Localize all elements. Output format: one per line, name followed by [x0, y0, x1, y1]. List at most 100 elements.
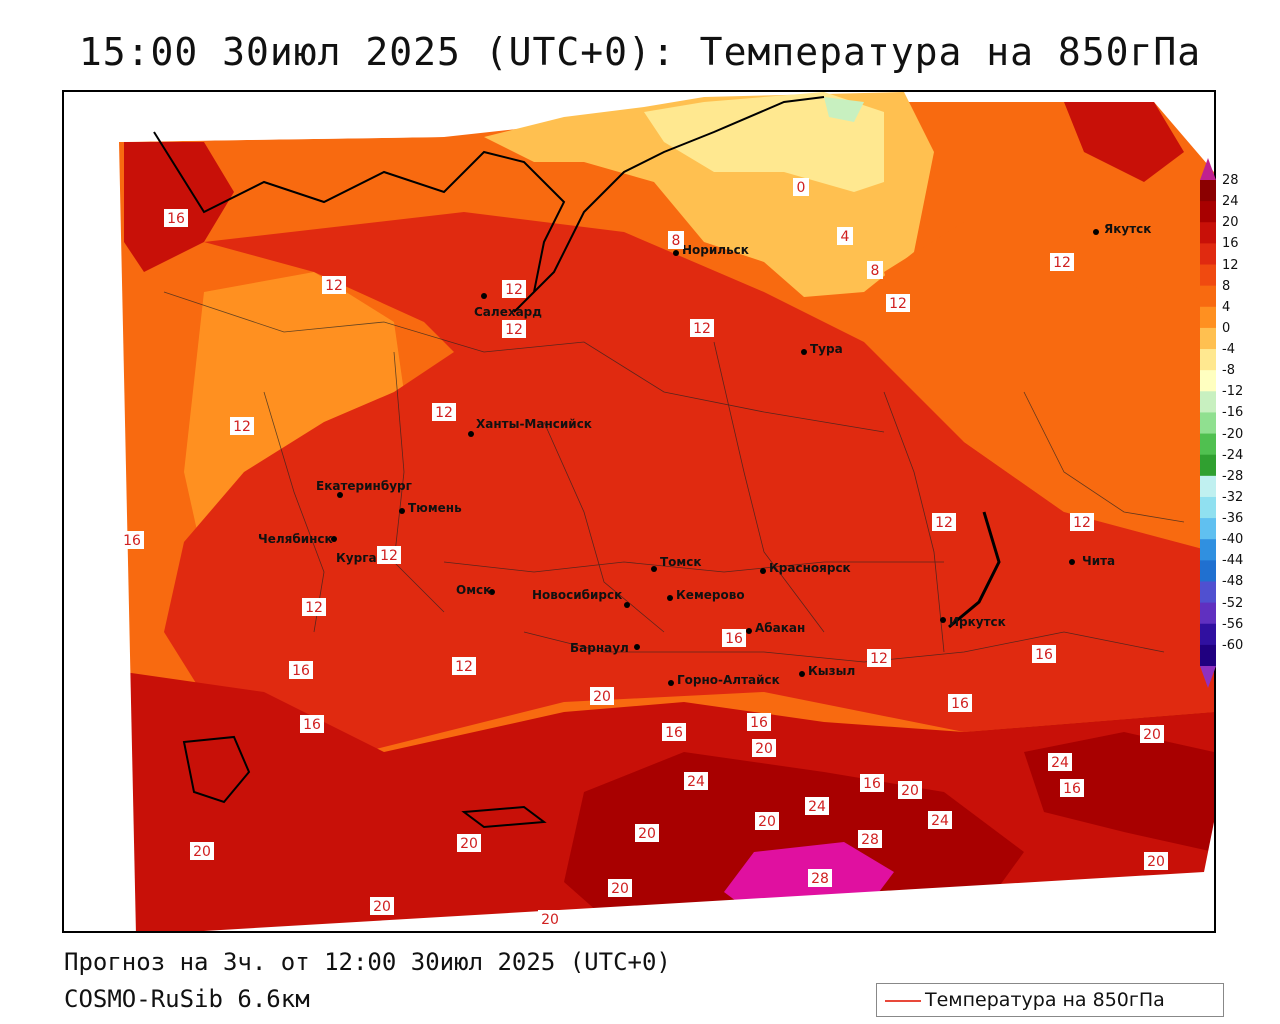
- svg-text:12: 12: [435, 405, 453, 421]
- svg-text:16: 16: [292, 663, 310, 679]
- city-tura[interactable]: Тура: [801, 342, 843, 356]
- legend-box: Температура на 850гПа: [876, 983, 1224, 1017]
- city-abakan[interactable]: Абакан: [746, 621, 805, 635]
- svg-text:16: 16: [1035, 647, 1053, 663]
- isotherm-label: 16: [948, 694, 972, 712]
- svg-text:24: 24: [1051, 755, 1069, 771]
- svg-text:24: 24: [808, 799, 826, 815]
- colorbar-tick-label: 12: [1222, 257, 1239, 273]
- isotherm-label: 12: [322, 276, 346, 294]
- city-norilsk[interactable]: Норильск: [673, 243, 749, 257]
- map-canvas: Якутск Норильск Салехард Тура Ханты-Манс…: [64, 92, 1214, 931]
- city-yakutsk[interactable]: Якутск: [1093, 222, 1151, 236]
- city-irkutsk[interactable]: Иркутск: [940, 615, 1006, 629]
- legend-label: Температура на 850гПа: [925, 989, 1165, 1011]
- legend-line-swatch: [885, 1000, 921, 1002]
- svg-text:8: 8: [672, 233, 681, 249]
- svg-text:Кемерово: Кемерово: [676, 588, 745, 602]
- svg-text:16: 16: [863, 776, 881, 792]
- outside-domain-left: [64, 142, 136, 931]
- svg-text:Ханты-Мансийск: Ханты-Мансийск: [476, 417, 592, 431]
- colorbar-tick-label: -12: [1222, 384, 1244, 400]
- city-yekaterinburg[interactable]: Екатеринбург: [316, 479, 412, 498]
- svg-text:20: 20: [611, 881, 629, 897]
- colorbar-swatch: [1200, 243, 1216, 266]
- svg-text:12: 12: [889, 296, 907, 312]
- city-tyumen[interactable]: Тюмень: [399, 501, 462, 515]
- isotherm-label: 20: [1144, 852, 1168, 870]
- colorbar-tick-label: 16: [1222, 236, 1239, 252]
- colorbar-tick-label: 28: [1222, 173, 1239, 188]
- isotherm-label: 12: [432, 403, 456, 421]
- colorbar-swatch: [1200, 412, 1216, 435]
- isotherm-label: 12: [1050, 253, 1074, 271]
- isotherm-label: 4: [837, 227, 853, 245]
- svg-text:Тюмень: Тюмень: [408, 501, 462, 515]
- city-omsk[interactable]: Омск: [456, 583, 495, 597]
- city-gorno-altaysk[interactable]: Горно-Алтайск: [668, 673, 780, 687]
- arctic-coastline: [153, 96, 825, 313]
- city-chelyabinsk[interactable]: Челябинск: [258, 532, 337, 546]
- svg-text:0: 0: [797, 180, 806, 196]
- colorbar-tick-label: -60: [1222, 637, 1244, 653]
- city-krasnoyarsk[interactable]: Красноярск: [760, 561, 851, 575]
- colorbar-swatch: [1200, 222, 1216, 244]
- colorbar-swatch: [1200, 454, 1216, 477]
- colorbar-tick-label: -36: [1222, 511, 1244, 527]
- colorbar-tick-label: -32: [1222, 489, 1244, 505]
- svg-text:Омск: Омск: [456, 583, 491, 597]
- city-kemerovo[interactable]: Кемерово: [667, 588, 745, 602]
- svg-text:20: 20: [638, 826, 656, 842]
- isotherm-label: 20: [538, 910, 562, 928]
- svg-text:20: 20: [193, 844, 211, 860]
- colorbar-swatch: [1200, 201, 1216, 223]
- colorbar-tick-label: -8: [1222, 363, 1235, 379]
- colorbar-swatch: [1200, 560, 1216, 582]
- isotherm-label: 8: [867, 261, 883, 279]
- colorbar-swatch: [1200, 433, 1216, 456]
- svg-text:Барнаул: Барнаул: [570, 641, 629, 655]
- cold-region-core: [644, 92, 884, 192]
- colorbar-tick-label: 24: [1222, 194, 1239, 210]
- city-chita[interactable]: Чита: [1069, 554, 1115, 568]
- svg-text:Красноярск: Красноярск: [769, 561, 851, 575]
- colorbar-tick-label: 8: [1222, 278, 1231, 294]
- svg-text:Абакан: Абакан: [755, 621, 805, 635]
- isotherm-label: 16: [300, 715, 324, 733]
- city-novosibirsk[interactable]: Новосибирск: [532, 588, 630, 608]
- svg-text:12: 12: [870, 651, 888, 667]
- svg-text:16: 16: [750, 715, 768, 731]
- isotherm-label: 24: [684, 772, 708, 790]
- north-east-orange: [884, 222, 1174, 512]
- svg-text:12: 12: [505, 282, 523, 298]
- svg-text:Тура: Тура: [810, 342, 843, 356]
- city-khanty-mansiysk[interactable]: Ханты-Мансийск: [468, 417, 592, 437]
- city-barnaul[interactable]: Барнаул: [570, 641, 640, 655]
- temperature-map[interactable]: Якутск Норильск Салехард Тура Ханты-Манс…: [62, 90, 1216, 933]
- svg-text:12: 12: [305, 600, 323, 616]
- colorbar-swatch: [1200, 327, 1216, 350]
- colorbar: [1200, 158, 1216, 688]
- svg-text:Курган: Курган: [336, 551, 385, 565]
- colorbar-swatch: [1200, 306, 1216, 329]
- isotherm-label: 28: [858, 830, 882, 848]
- isotherm-label: 20: [370, 897, 394, 915]
- colorbar-swatch: [1200, 180, 1216, 202]
- svg-text:16: 16: [123, 533, 141, 549]
- colorbar-tick-label: 0: [1222, 320, 1231, 336]
- isotherm-label: 12: [502, 320, 526, 338]
- isotherm-label: 24: [805, 797, 829, 815]
- isotherm-label: 20: [755, 812, 779, 830]
- colorbar-swatch: [1200, 623, 1216, 646]
- isotherm-label: 24: [928, 811, 952, 829]
- colorbar-tick-label: -4: [1222, 342, 1235, 358]
- colorbar-swatch: [1200, 539, 1216, 561]
- svg-text:Норильск: Норильск: [682, 243, 749, 257]
- svg-text:28: 28: [861, 832, 879, 848]
- city-kyzyl[interactable]: Кызыл: [799, 664, 855, 678]
- city-salekhard[interactable]: Салехард: [474, 293, 542, 319]
- isotherm-label: 20: [190, 842, 214, 860]
- svg-text:20: 20: [593, 689, 611, 705]
- svg-text:28: 28: [811, 871, 829, 887]
- city-tomsk[interactable]: Томск: [651, 555, 702, 572]
